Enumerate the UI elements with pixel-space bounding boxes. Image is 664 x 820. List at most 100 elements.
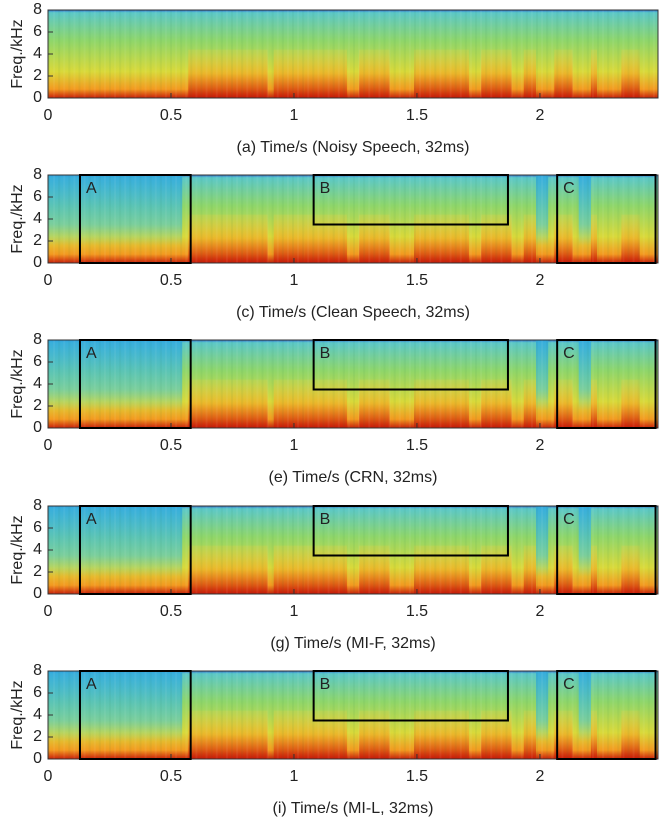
x-axis-label: (i) Time/s (MI-L, 32ms) bbox=[273, 800, 434, 817]
spectrogram-texture bbox=[419, 175, 422, 263]
spectrogram-energy bbox=[188, 49, 268, 98]
spectrogram-texture bbox=[297, 340, 300, 428]
spectrogram-texture bbox=[398, 506, 401, 594]
spectrogram-texture bbox=[617, 340, 620, 428]
spectrogram-texture bbox=[164, 671, 167, 759]
spectrogram-texture bbox=[68, 340, 71, 428]
spectrogram-texture bbox=[63, 506, 66, 594]
spectrogram-texture bbox=[571, 340, 574, 428]
spectrogram-texture bbox=[403, 10, 406, 98]
x-tick-label: 0.5 bbox=[160, 272, 182, 289]
spectrogram-texture bbox=[464, 10, 467, 98]
spectrogram-texture bbox=[480, 671, 483, 759]
spectrogram-texture bbox=[307, 340, 310, 428]
spectrogram-texture bbox=[124, 506, 127, 594]
spectrogram-texture bbox=[266, 340, 269, 428]
spectrogram-texture bbox=[58, 10, 61, 98]
spectrogram-texture bbox=[383, 10, 386, 98]
spectrogram-texture bbox=[210, 671, 213, 759]
region-label: A bbox=[86, 345, 97, 362]
spectrogram-texture bbox=[231, 671, 233, 759]
y-tick-label: 6 bbox=[33, 353, 42, 370]
spectrogram-texture bbox=[144, 506, 147, 594]
spectrogram-texture bbox=[302, 175, 305, 263]
spectrogram-texture bbox=[63, 671, 66, 759]
spectrogram-texture bbox=[403, 175, 406, 263]
spectrogram-texture bbox=[220, 175, 223, 263]
spectrogram-texture bbox=[286, 506, 289, 594]
spectrogram-texture bbox=[500, 10, 503, 98]
spectrogram-energy bbox=[414, 545, 469, 594]
spectrogram-texture bbox=[236, 340, 239, 428]
spectrogram-texture bbox=[307, 671, 310, 759]
spectrogram-texture bbox=[256, 671, 259, 759]
spectrogram-texture bbox=[363, 10, 366, 98]
spectrogram-texture bbox=[383, 506, 386, 594]
spectrogram-texture bbox=[124, 340, 127, 428]
spectrogram-texture bbox=[337, 506, 340, 594]
spectrogram-texture bbox=[358, 506, 361, 594]
spectrogram-texture bbox=[429, 671, 432, 759]
spectrogram-texture bbox=[383, 175, 386, 263]
spectrogram-texture bbox=[464, 671, 467, 759]
spectrogram-texture bbox=[353, 506, 355, 594]
spectrogram-texture bbox=[358, 340, 361, 428]
spectrogram-texture bbox=[383, 340, 386, 428]
spectrogram-texture bbox=[647, 175, 650, 263]
spectrogram-texture bbox=[414, 506, 416, 594]
spectrogram-texture bbox=[119, 175, 122, 263]
spectrogram-texture bbox=[353, 10, 355, 98]
region-box bbox=[556, 174, 657, 264]
spectrogram-texture bbox=[109, 671, 111, 759]
spectrogram-texture bbox=[159, 10, 162, 98]
spectrogram-texture bbox=[256, 506, 259, 594]
spectrogram-texture bbox=[454, 340, 457, 428]
spectrogram-texture bbox=[53, 340, 56, 428]
spectrogram-texture bbox=[175, 175, 178, 263]
spectrogram-texture bbox=[251, 671, 254, 759]
spectrogram-texture bbox=[429, 175, 432, 263]
spectrogram-texture bbox=[536, 671, 538, 759]
region-box bbox=[78, 174, 192, 264]
spectrogram-texture bbox=[281, 10, 284, 98]
spectrogram-texture bbox=[220, 671, 223, 759]
spectrogram-texture bbox=[505, 10, 508, 98]
spectrogram-energy bbox=[414, 49, 469, 98]
spectrogram-texture bbox=[541, 340, 544, 428]
x-tick-label: 2 bbox=[535, 603, 544, 620]
spectrogram-texture bbox=[358, 175, 361, 263]
spectrogram-texture bbox=[647, 10, 650, 98]
spectrogram-texture bbox=[449, 671, 452, 759]
spectrogram-texture bbox=[98, 671, 101, 759]
spectrogram-texture bbox=[581, 175, 584, 263]
y-tick-label: 0 bbox=[33, 89, 42, 106]
spectrogram-texture bbox=[68, 10, 71, 98]
spectrogram-texture bbox=[373, 671, 376, 759]
x-tick-label: 1.5 bbox=[406, 107, 428, 124]
spectrogram-texture bbox=[581, 10, 584, 98]
spectrogram-texture bbox=[231, 340, 233, 428]
spectrogram-texture bbox=[129, 10, 132, 98]
spectrogram-texture bbox=[236, 671, 239, 759]
spectrogram-texture bbox=[317, 671, 320, 759]
spectrogram-texture bbox=[434, 671, 437, 759]
spectrogram-texture bbox=[480, 10, 483, 98]
spectrogram-energy bbox=[359, 710, 390, 759]
spectrogram-texture bbox=[632, 340, 635, 428]
spectrogram-texture bbox=[261, 506, 264, 594]
spectrogram-texture bbox=[480, 340, 483, 428]
spectrogram-texture bbox=[292, 340, 294, 428]
spectrogram-texture bbox=[302, 506, 305, 594]
spectrogram-texture bbox=[571, 506, 574, 594]
spectrogram-texture bbox=[485, 10, 488, 98]
spectrogram-texture bbox=[464, 340, 467, 428]
spectrogram-texture bbox=[368, 506, 371, 594]
spectrogram-texture bbox=[368, 175, 371, 263]
spectrogram-texture bbox=[195, 671, 198, 759]
spectrogram-texture bbox=[627, 671, 630, 759]
spectrogram-texture bbox=[317, 340, 320, 428]
spectrogram-texture bbox=[602, 340, 605, 428]
spectrogram-texture bbox=[480, 175, 483, 263]
spectrogram-texture bbox=[652, 340, 655, 428]
spectrogram-texture bbox=[332, 175, 335, 263]
